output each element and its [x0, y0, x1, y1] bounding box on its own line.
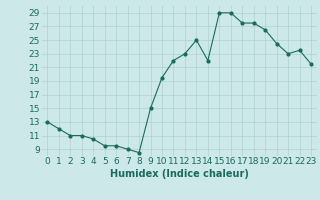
- X-axis label: Humidex (Indice chaleur): Humidex (Indice chaleur): [110, 169, 249, 179]
